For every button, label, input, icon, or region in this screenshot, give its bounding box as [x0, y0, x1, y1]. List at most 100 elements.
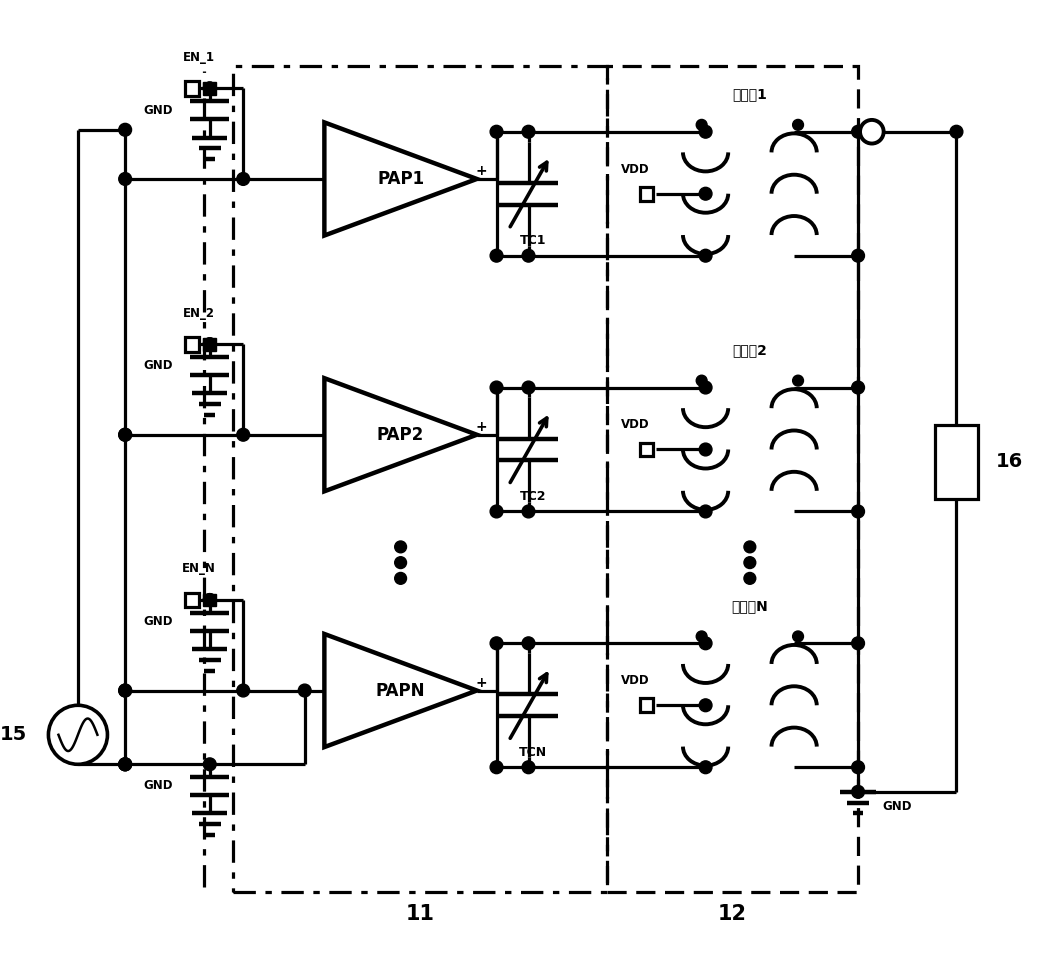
Bar: [640, 698, 654, 713]
Circle shape: [696, 631, 707, 642]
Circle shape: [204, 758, 216, 771]
Text: EN_1: EN_1: [183, 51, 215, 64]
Circle shape: [792, 631, 804, 642]
Text: 变压器2: 变压器2: [733, 343, 767, 357]
Circle shape: [119, 124, 132, 136]
Text: +: +: [475, 420, 488, 433]
Circle shape: [395, 573, 406, 584]
Circle shape: [860, 120, 883, 144]
Text: VDD: VDD: [620, 163, 649, 175]
Text: EN_2: EN_2: [183, 307, 215, 319]
Polygon shape: [325, 634, 477, 747]
Circle shape: [204, 82, 216, 95]
Circle shape: [852, 126, 864, 138]
Circle shape: [744, 573, 756, 584]
Circle shape: [699, 505, 712, 518]
Circle shape: [522, 381, 535, 394]
Text: GND: GND: [882, 800, 912, 813]
Circle shape: [852, 785, 864, 798]
Circle shape: [119, 684, 132, 697]
Circle shape: [699, 760, 712, 774]
Circle shape: [119, 684, 132, 697]
Circle shape: [699, 443, 712, 456]
Text: 12: 12: [718, 903, 748, 924]
Text: GND: GND: [143, 360, 172, 372]
Text: GND: GND: [143, 104, 172, 117]
Text: VDD: VDD: [620, 674, 649, 688]
Circle shape: [950, 126, 963, 138]
Circle shape: [237, 173, 250, 185]
Circle shape: [699, 187, 712, 200]
Circle shape: [699, 381, 712, 394]
Circle shape: [204, 594, 216, 606]
Circle shape: [490, 381, 503, 394]
Bar: [234, 66, 608, 892]
Circle shape: [490, 126, 503, 138]
Text: EN_N: EN_N: [182, 562, 216, 575]
Circle shape: [792, 120, 804, 130]
Circle shape: [522, 249, 535, 262]
Circle shape: [852, 381, 864, 394]
Circle shape: [852, 637, 864, 649]
Text: PAPN: PAPN: [376, 682, 425, 699]
Text: TCN: TCN: [519, 745, 547, 759]
Circle shape: [299, 684, 311, 697]
Text: 变压器1: 变压器1: [733, 87, 767, 102]
Text: 变压器N: 变压器N: [732, 599, 768, 613]
Circle shape: [522, 126, 535, 138]
Circle shape: [696, 375, 707, 386]
Bar: [185, 82, 199, 96]
Circle shape: [204, 338, 216, 351]
Bar: [640, 187, 654, 200]
Circle shape: [490, 637, 503, 649]
Circle shape: [699, 249, 712, 262]
Circle shape: [490, 505, 503, 518]
Bar: [608, 66, 858, 892]
Circle shape: [395, 557, 406, 569]
Bar: [185, 593, 199, 607]
Circle shape: [852, 505, 864, 518]
Text: PAP1: PAP1: [377, 170, 424, 188]
Circle shape: [490, 760, 503, 774]
Text: 16: 16: [996, 453, 1023, 471]
Circle shape: [119, 173, 132, 185]
Circle shape: [204, 82, 216, 95]
Bar: [185, 337, 199, 352]
Circle shape: [237, 684, 250, 697]
Bar: [640, 443, 654, 456]
Circle shape: [522, 760, 535, 774]
Circle shape: [119, 429, 132, 441]
Circle shape: [395, 541, 406, 552]
Circle shape: [119, 758, 132, 771]
Circle shape: [699, 699, 712, 712]
Bar: [934, 425, 978, 499]
Circle shape: [744, 541, 756, 552]
Text: GND: GND: [143, 615, 172, 628]
Circle shape: [696, 120, 707, 130]
Circle shape: [119, 429, 132, 441]
Circle shape: [852, 760, 864, 774]
Text: VDD: VDD: [620, 418, 649, 432]
Circle shape: [204, 594, 216, 606]
Text: TC2: TC2: [520, 490, 547, 503]
Circle shape: [119, 758, 132, 771]
Circle shape: [48, 705, 108, 764]
Text: TC1: TC1: [520, 234, 547, 247]
Circle shape: [522, 637, 535, 649]
Circle shape: [792, 375, 804, 386]
Text: +: +: [475, 164, 488, 178]
Text: PAP2: PAP2: [377, 426, 424, 444]
Circle shape: [699, 637, 712, 649]
Circle shape: [490, 249, 503, 262]
Text: +: +: [475, 676, 488, 690]
Circle shape: [744, 557, 756, 569]
Circle shape: [204, 338, 216, 351]
Bar: [204, 82, 216, 95]
Bar: [204, 338, 216, 351]
Text: GND: GND: [143, 780, 172, 792]
Circle shape: [852, 249, 864, 262]
Circle shape: [237, 429, 250, 441]
Circle shape: [119, 758, 132, 771]
Text: 15: 15: [0, 725, 27, 744]
Circle shape: [522, 505, 535, 518]
